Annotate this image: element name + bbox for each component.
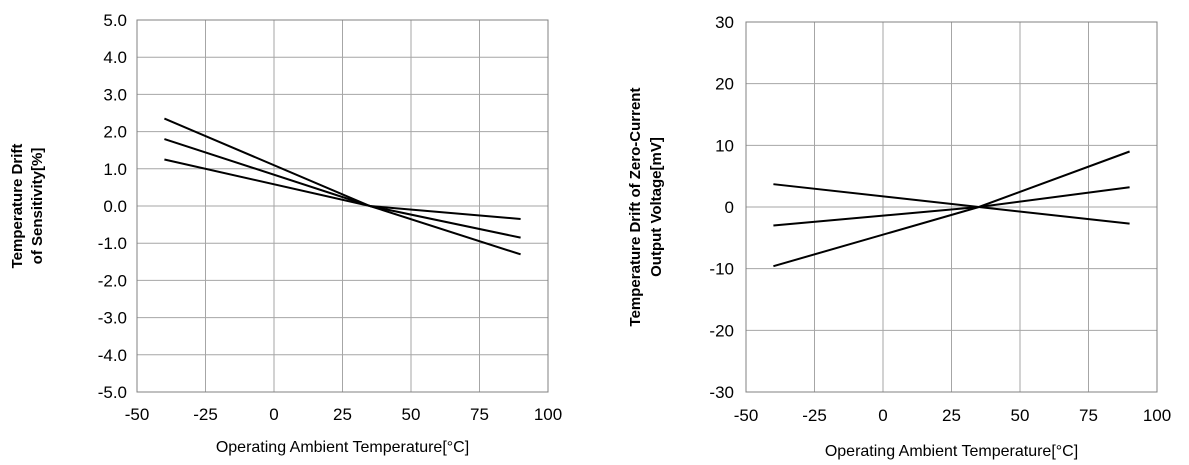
x-tick-label: 75 [1079, 406, 1098, 425]
y-tick-label: -20 [709, 321, 734, 340]
y-tick-label: -5.0 [98, 383, 127, 402]
x-tick-label: -50 [734, 406, 759, 425]
x-tick-label: -25 [802, 406, 827, 425]
x-tick-label: 100 [1143, 406, 1171, 425]
x-axis-label: Operating Ambient Temperature[°C] [825, 443, 1078, 460]
x-tick-label: 50 [1011, 406, 1030, 425]
x-tick-label: -50 [125, 405, 150, 424]
x-tick-label: 100 [534, 405, 562, 424]
y-tick-label: 0.0 [103, 197, 127, 216]
plot-frame [745, 21, 1158, 393]
y-tick-label: -2.0 [98, 271, 127, 290]
y-axis-label-line-1: Temperature Drift of Zero-Current [627, 88, 644, 327]
y-axis-label-line-1: Temperature Drift [9, 144, 26, 269]
x-tick-label: 50 [402, 405, 421, 424]
y-tick-label: -30 [709, 383, 734, 402]
y-axis-label-line-2: Output Voltage[mV] [648, 137, 665, 277]
y-tick-label: 5.0 [103, 11, 127, 30]
y-tick-label: -3.0 [98, 309, 127, 328]
y-tick-label: 30 [715, 13, 734, 32]
plot-frame [136, 19, 549, 393]
sensitivity-drift-chart: 5.0 4.0 3.0 2.0 1.0 0.0 -1.0 -2.0 -3.0 -4.0 -5.0 -5… [9, 11, 562, 456]
x-tick-label: 0 [269, 405, 278, 424]
y-tick-label: 3.0 [103, 85, 127, 104]
series-line-3 [164, 158, 521, 221]
y-tick-label: 2.0 [103, 123, 127, 142]
y-tick-label: 10 [715, 136, 734, 155]
x-axis-label: Operating Ambient Temperature[°C] [216, 439, 469, 456]
y-tick-label: 1.0 [103, 160, 127, 179]
y-tick-label: -10 [709, 260, 734, 279]
x-tick-label: 0 [878, 406, 887, 425]
y-tick-label: -4.0 [98, 346, 127, 365]
y-tick-label: 4.0 [103, 48, 127, 67]
x-tick-label: 75 [470, 405, 489, 424]
y-axis-label-line-2: of Sensitivity[%] [29, 148, 46, 265]
x-tick-label: -25 [193, 405, 218, 424]
series-line-3 [773, 150, 1130, 268]
x-tick-label: 25 [942, 406, 961, 425]
x-tick-label: 25 [333, 405, 352, 424]
y-tick-label: 0 [725, 198, 734, 217]
y-tick-label: 20 [715, 75, 734, 94]
y-tick-label: -1.0 [98, 234, 127, 253]
